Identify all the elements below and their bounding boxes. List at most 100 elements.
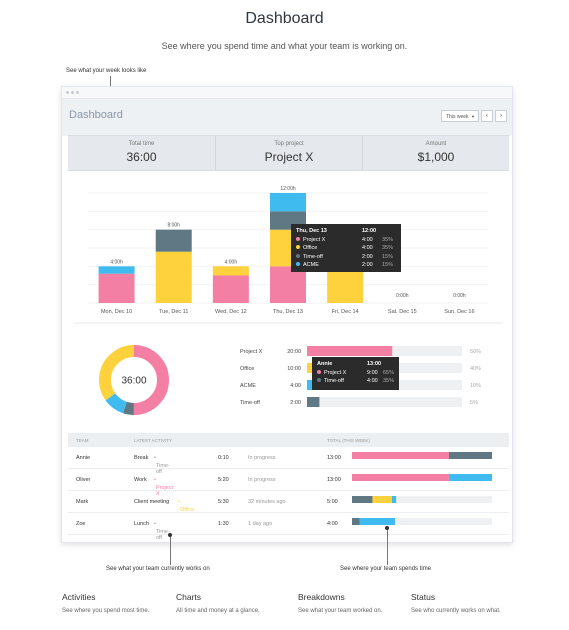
x-tick-label: Fri, Dec 14 [332,309,359,315]
tooltip-row-pct: 35% [382,245,394,251]
stat-amount: Amount $1,000 [363,136,509,170]
stat-top-project: Top project Project X [216,136,362,170]
breakdown-pct: 10% [470,383,481,389]
donut-center-label: 36:00 [121,376,146,387]
table-row[interactable]: Zoe Lunch • Time-off 1:30 1 day ago 4:00 [68,513,509,541]
tooltip-title: Annie [317,361,333,367]
bar-segment [155,251,192,303]
breakdown-time: 10:00 [287,366,301,372]
breakdown-track [307,397,462,407]
window-dot [76,91,79,94]
team-bar-segment [391,496,397,503]
bar-segment [98,273,135,303]
tooltip-row-name: Time-off [303,253,323,260]
activity-project: • Time-off [154,521,170,541]
activity-status: 32 minutes ago [248,499,286,505]
team-table: TEAM LATEST ACTIVITY TOTAL (THIS WEEK) A… [68,433,509,541]
divider [215,136,216,170]
tooltip-row-name: Office [303,245,318,251]
bar-segment [212,266,249,276]
app-window: Dashboard This week ▼ ‹ › Total time 36:… [61,86,513,543]
stat-label: Amount [425,141,447,147]
team-total-bars [352,452,492,525]
activity-duration: 0:10 [218,455,229,461]
feature-desc: See who currently works on what. [411,608,501,614]
feature-desc: See what your team worked on. [298,608,383,614]
team-bar-track [352,496,492,503]
table-row[interactable]: Oliver Work • Project X 5:20 In progress 13:0… [68,469,509,497]
callout-spends-dot [385,526,389,530]
member-total: 13:00 [327,477,341,483]
tooltip-row-name: ACME [303,262,319,268]
bar-segment [155,229,192,252]
breakdown-name: Office [240,366,254,372]
team-table-header: TEAM LATEST ACTIVITY TOTAL (THIS WEEK) [68,433,509,447]
bar-segment [212,275,249,303]
week-select[interactable]: This week ▼ [441,110,479,122]
x-tick-label: Wed, Dec 12 [215,309,247,315]
table-row[interactable]: Mark Client meeting • Office 5:30 32 minutes… [68,491,509,513]
donut-chart: 36:00 [99,345,169,415]
callout-current-dot [168,533,172,537]
activity-name: Lunch [134,521,149,527]
swatch-icon [317,378,321,382]
activity-name: Work [134,477,147,483]
breakdown-pct: 40% [470,366,481,372]
callout-spends: See where your team spends time [340,566,432,572]
stat-value: Project X [264,150,314,164]
team-tooltip: Annie 13:00 Project X 9:00 65% Time-off 4:0… [312,357,399,390]
tooltip-title: Thu, Dec 13 [296,228,327,234]
breakdown-name: Project X [240,349,263,355]
x-tick-label: Tue, Dec 11 [159,309,188,315]
x-tick-label: Mon, Dec 10 [101,309,132,315]
activity-project: • Time-off [154,455,170,475]
week-select-value: This week [446,114,469,120]
feature-title: Activities [62,592,96,602]
tooltip-row-time: 4:00 [362,236,373,243]
stat-value: 36:00 [126,150,157,164]
stat-total-time: Total time 36:00 [68,136,215,170]
feature-title: Breakdowns [298,592,345,602]
feature-title: Charts [176,592,202,602]
team-bar-segment [448,474,492,481]
page-subtitle: See where you spend time and what your t… [161,41,408,51]
donut-segment [99,345,169,415]
breakdown-fill [307,397,320,407]
table-row[interactable]: Annie Break • Time-off 0:10 In progress 13:00 [68,447,509,475]
team-bar-segment [352,496,373,503]
activity-name: Client meeting [134,499,170,505]
member-total: 5:00 [327,499,338,505]
breakdown-name: Time-off [240,400,260,406]
prev-week-button[interactable]: ‹ [481,110,493,122]
tooltip-row-time: 4:00 [362,245,373,251]
team-bar-track [352,518,492,525]
activity-duration: 5:20 [218,477,229,483]
member-name: Oliver [76,477,91,483]
activity-status: 1 day ago [248,521,273,527]
bar-total-label: 8:00h [167,223,180,229]
breakdown-pct: 50% [470,349,481,355]
tooltip-row-name: Project X [324,369,347,376]
next-week-button[interactable]: › [495,110,507,122]
swatch-icon [296,253,300,258]
app-header: Dashboard This week ▼ ‹ › [62,99,512,136]
bar-total-label: 4:00h [225,259,238,265]
activity-status: In progress [248,455,276,461]
callout-current: See what your team currently works on [106,566,210,572]
stat-value: $1,000 [417,150,455,164]
app-title: Dashboard [69,109,123,121]
tooltip-row-time: 2:00 [362,253,373,260]
swatch-icon [317,369,321,374]
col-header: TEAM [76,438,89,443]
feature-desc: All time and money at a glance. [176,608,260,614]
stat-label: Top project [274,141,304,147]
feature-title: Status [411,592,436,602]
stat-label: Total time [128,141,155,147]
member-name: Mark [76,499,89,505]
tooltip-row-time: 2:00 [362,262,373,268]
tooltip-row-pct: 65% [383,369,395,376]
tooltip-row-name: Time-off [324,378,344,384]
tooltip-row-time: 9:00 [367,369,378,376]
tooltip-total: 12:00 [362,228,377,234]
callout-spends-line [387,528,388,565]
